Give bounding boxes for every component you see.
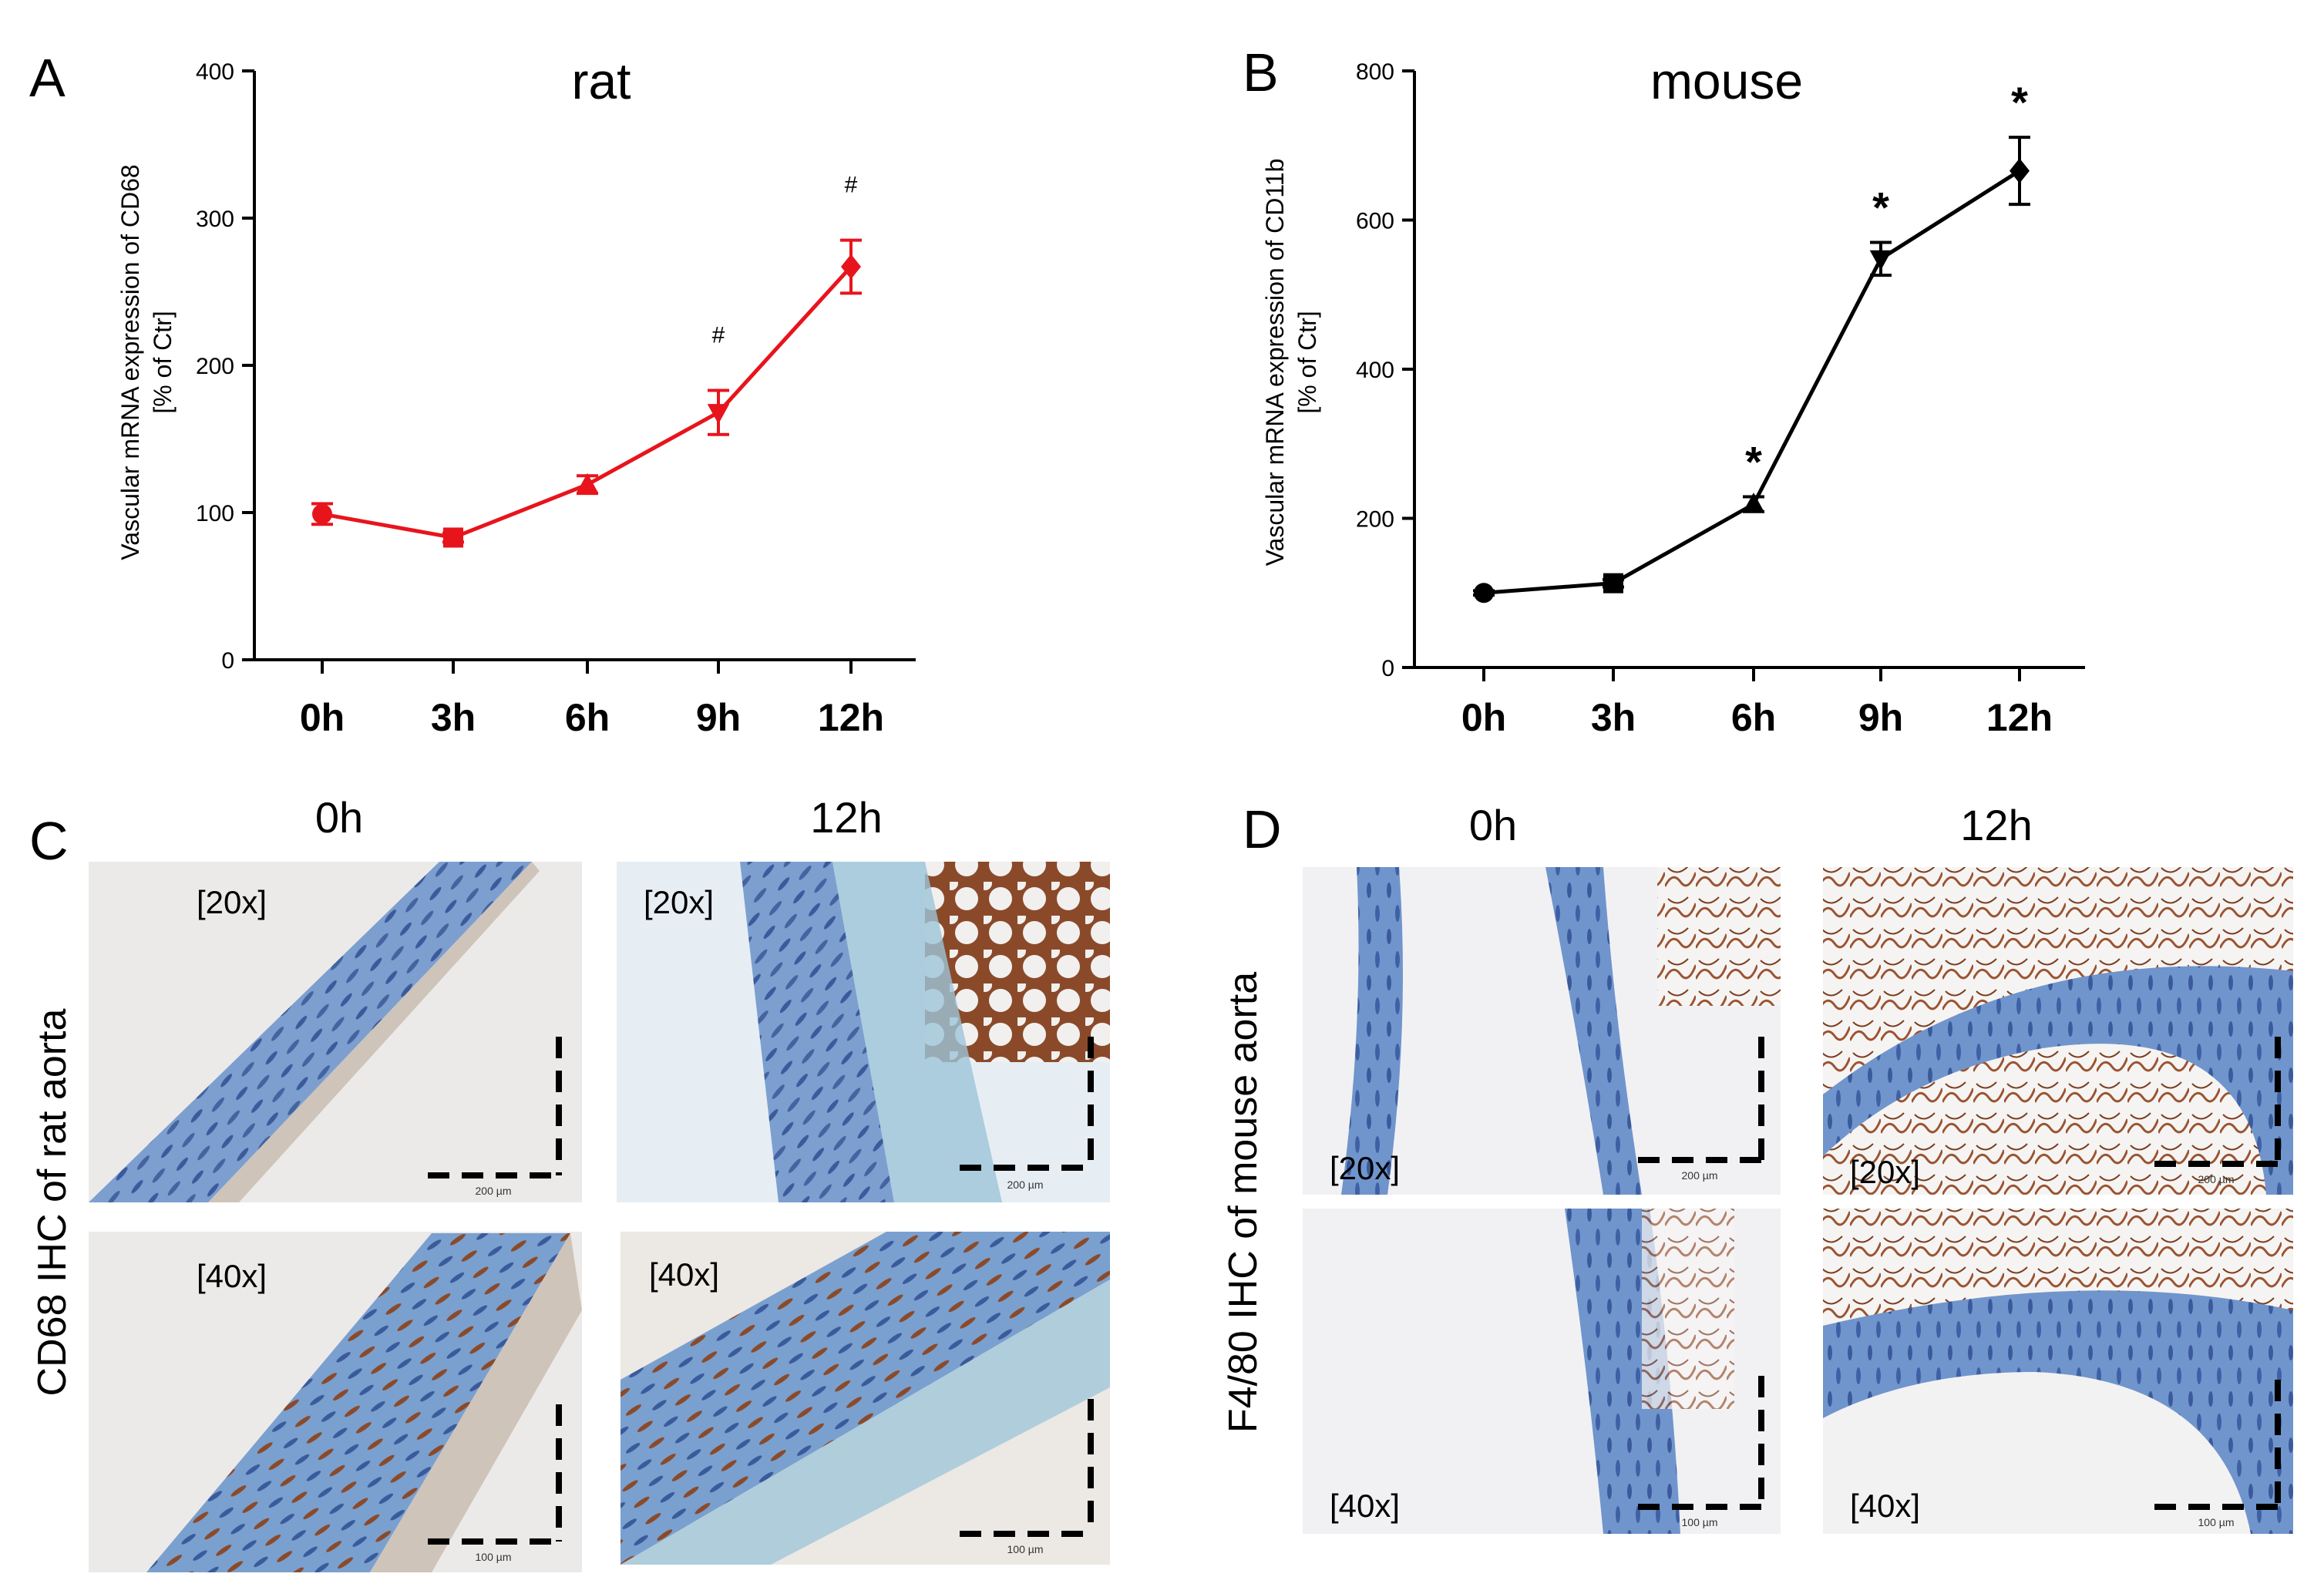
scale-text: 200 µm xyxy=(1682,1169,1718,1182)
y-tick-label: 400 xyxy=(1356,358,1394,383)
scale-bar: 100 µm xyxy=(1638,1376,1764,1528)
significance-marker: * xyxy=(2011,78,2028,126)
panel-letter-d: D xyxy=(1243,799,1282,859)
scale-text: 100 µm xyxy=(1682,1516,1718,1528)
scale-text: 100 µm xyxy=(476,1551,512,1563)
scale-bar: 200 µm xyxy=(2154,1037,2281,1185)
micrograph-d-12h-40x: [40x] 100 µm xyxy=(1823,1209,2293,1534)
data-point xyxy=(841,254,861,280)
significance-marker: * xyxy=(1872,183,1889,232)
panel-d: D 0h 12h F4/80 IHC of mouse aorta [20x] … xyxy=(1221,799,2293,1534)
panel-letter-b: B xyxy=(1243,42,1279,103)
x-tick-label: 9h xyxy=(1858,696,1903,739)
magnification-label: [20x] xyxy=(644,884,714,920)
y-axis-label-b-line2: [% of Ctr] xyxy=(1293,311,1321,413)
y-tick-label: 200 xyxy=(1356,507,1394,533)
data-point xyxy=(1869,250,1892,271)
y-tick-label: 0 xyxy=(221,648,234,674)
scale-text: 200 µm xyxy=(2198,1173,2235,1185)
y-tick-label: 200 xyxy=(196,354,234,379)
panel-letter-c: C xyxy=(29,811,69,871)
scale-bar: 100 µm xyxy=(960,1399,1094,1555)
scale-text: 100 µm xyxy=(2198,1516,2235,1528)
x-tick-label: 0h xyxy=(1461,696,1506,739)
chart-a: A rat Vascular mRNA expression of CD68 [… xyxy=(29,48,916,739)
magnification-label: [40x] xyxy=(197,1258,267,1294)
column-header-c-12h: 12h xyxy=(810,793,882,842)
magnification-label: [20x] xyxy=(197,884,267,920)
magnification-label: [40x] xyxy=(1850,1488,1920,1524)
x-tick-label: 3h xyxy=(1591,696,1636,739)
x-tick-label: 0h xyxy=(300,696,345,739)
y-axis-label-a-line2: [% of Ctr] xyxy=(149,311,177,413)
data-point xyxy=(576,472,599,493)
chart-title-b: mouse xyxy=(1650,52,1803,109)
y-tick-label: 0 xyxy=(1381,656,1394,681)
data-point xyxy=(312,503,332,524)
x-tick-label: 6h xyxy=(565,696,610,739)
scale-bar: 200 µm xyxy=(1638,1037,1764,1182)
side-label-d: F4/80 IHC of mouse aorta xyxy=(1221,972,1266,1433)
y-tick-label: 400 xyxy=(196,59,234,85)
significance-marker: # xyxy=(712,322,725,348)
data-point xyxy=(1603,573,1623,593)
column-header-d-0h: 0h xyxy=(1469,801,1517,849)
data-point xyxy=(707,404,730,425)
y-tick-label: 100 xyxy=(196,501,234,526)
magnification-label: [20x] xyxy=(1330,1150,1400,1186)
scale-text: 200 µm xyxy=(1007,1178,1044,1191)
column-header-c-0h: 0h xyxy=(315,793,363,842)
magnification-label: [40x] xyxy=(1330,1488,1400,1524)
magnification-label: [40x] xyxy=(649,1256,719,1293)
data-point xyxy=(1742,493,1765,513)
scale-text: 200 µm xyxy=(476,1185,512,1197)
micrograph-c-0h-40x: [40x] 100 µm xyxy=(89,1232,582,1572)
magnification-label: [20x] xyxy=(1850,1154,1920,1190)
data-point xyxy=(1474,583,1494,604)
micrograph-d-0h-20x: [20x] 200 µm xyxy=(1303,867,1781,1195)
side-label-c: CD68 IHC of rat aorta xyxy=(30,1008,75,1396)
x-tick-label: 12h xyxy=(1986,696,2053,739)
micrograph-c-12h-40x: [40x] 100 µm xyxy=(621,1232,1110,1565)
series-line xyxy=(1483,169,2021,595)
data-point xyxy=(2010,158,2030,183)
micrograph-c-12h-20x: [20x] 200 µm xyxy=(617,862,1110,1202)
chart-b: B mouse Vascular mRNA expression of CD11… xyxy=(1243,42,2085,739)
series-line xyxy=(321,265,853,540)
x-tick-label: 12h xyxy=(818,696,884,739)
y-axis-label-a-line1: Vascular mRNA expression of CD68 xyxy=(116,164,144,560)
x-tick-label: 9h xyxy=(696,696,741,739)
micrograph-c-0h-20x: [20x] 200 µm xyxy=(89,862,582,1202)
scale-text: 100 µm xyxy=(1007,1543,1044,1555)
x-tick-label: 3h xyxy=(431,696,476,739)
y-tick-label: 300 xyxy=(196,207,234,232)
micrograph-d-12h-20x: [20x] 200 µm xyxy=(1823,867,2293,1195)
significance-marker: * xyxy=(1745,437,1762,486)
significance-marker: # xyxy=(845,173,858,198)
chart-title-a: rat xyxy=(571,52,631,109)
column-header-d-12h: 12h xyxy=(1960,801,2032,849)
data-point xyxy=(443,527,463,548)
scale-bar: 200 µm xyxy=(960,1037,1094,1191)
scale-bar: 100 µm xyxy=(428,1404,562,1563)
panel-letter-a: A xyxy=(29,48,66,108)
y-axis-label-b-line1: Vascular mRNA expression of CD11b xyxy=(1261,159,1289,567)
y-tick-label: 800 xyxy=(1356,59,1394,85)
micrograph-d-0h-40x: [40x] 100 µm xyxy=(1303,1209,1781,1534)
panel-c: C 0h 12h CD68 IHC of rat aorta [20x] 200… xyxy=(29,793,1110,1572)
scale-bar: 100 µm xyxy=(2154,1380,2281,1528)
x-tick-label: 6h xyxy=(1731,696,1776,739)
y-tick-label: 600 xyxy=(1356,209,1394,234)
scale-bar: 200 µm xyxy=(428,1037,562,1197)
